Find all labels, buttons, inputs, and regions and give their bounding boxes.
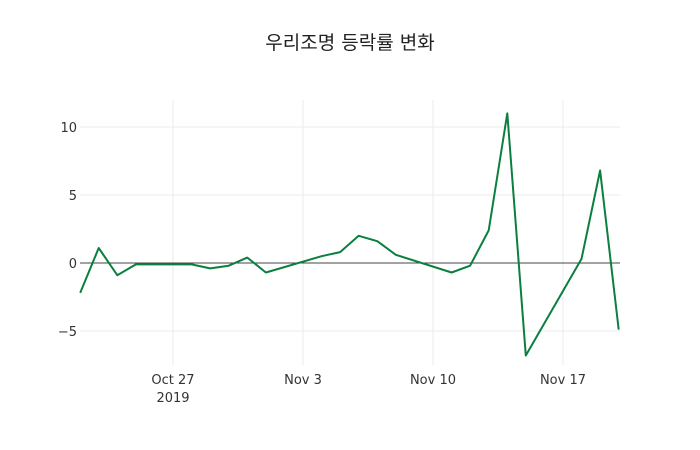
- y-tick-label: 5: [69, 189, 77, 204]
- y-tick-label: 10: [60, 121, 77, 136]
- series-line: [79, 112, 620, 357]
- y-tick-label: −5: [58, 325, 77, 340]
- x-tick-label: Nov 10: [410, 373, 456, 388]
- y-tick-label: 0: [69, 257, 77, 272]
- chart-title: 우리조명 등락률 변화: [265, 32, 435, 54]
- x-tick-label: Nov 3: [284, 373, 322, 388]
- x-tick-label: Nov 17: [540, 373, 586, 388]
- x-tick-label: Oct 27: [151, 373, 194, 388]
- x-tick-label: 2019: [156, 391, 189, 406]
